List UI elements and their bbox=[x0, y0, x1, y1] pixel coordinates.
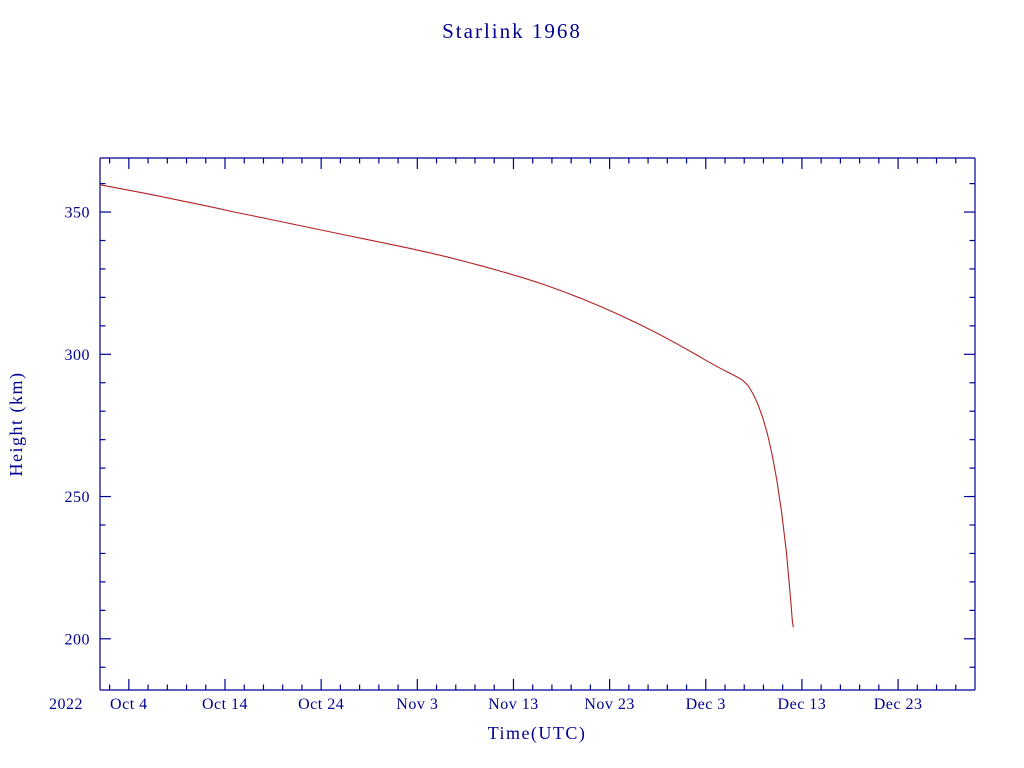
tick-label: Oct 24 bbox=[298, 696, 344, 713]
x-axis-title: Time(UTC) bbox=[488, 723, 587, 744]
tick-label: 350 bbox=[65, 205, 91, 222]
plot-frame bbox=[99, 157, 976, 691]
axis-ticks bbox=[100, 158, 975, 690]
tick-label: 200 bbox=[65, 631, 91, 648]
tick-label: Dec 23 bbox=[874, 696, 923, 713]
tick-label: Oct 14 bbox=[202, 696, 248, 713]
chart-title: Starlink 1968 bbox=[442, 19, 582, 43]
tick-label: Oct 4 bbox=[110, 696, 148, 713]
x-axis-tick-labels: Oct 4 Oct 14 Oct 24 Nov 3 Nov 13 Nov 23 Dec 3 D… bbox=[110, 696, 922, 713]
tick-label: Nov 23 bbox=[584, 696, 635, 713]
tick-label: Nov 13 bbox=[488, 696, 539, 713]
tick-label: Nov 3 bbox=[396, 696, 438, 713]
height-decay-line bbox=[99, 184, 794, 628]
tick-label: Dec 13 bbox=[778, 696, 827, 713]
tick-label: 250 bbox=[65, 489, 91, 506]
y-axis-title: Height (km) bbox=[6, 372, 27, 477]
tick-label: 300 bbox=[65, 347, 91, 364]
y-axis-tick-labels: 200 250 300 350 bbox=[65, 205, 91, 649]
tick-label: Dec 3 bbox=[686, 696, 726, 713]
x-axis-year-label: 2022 bbox=[49, 696, 83, 713]
